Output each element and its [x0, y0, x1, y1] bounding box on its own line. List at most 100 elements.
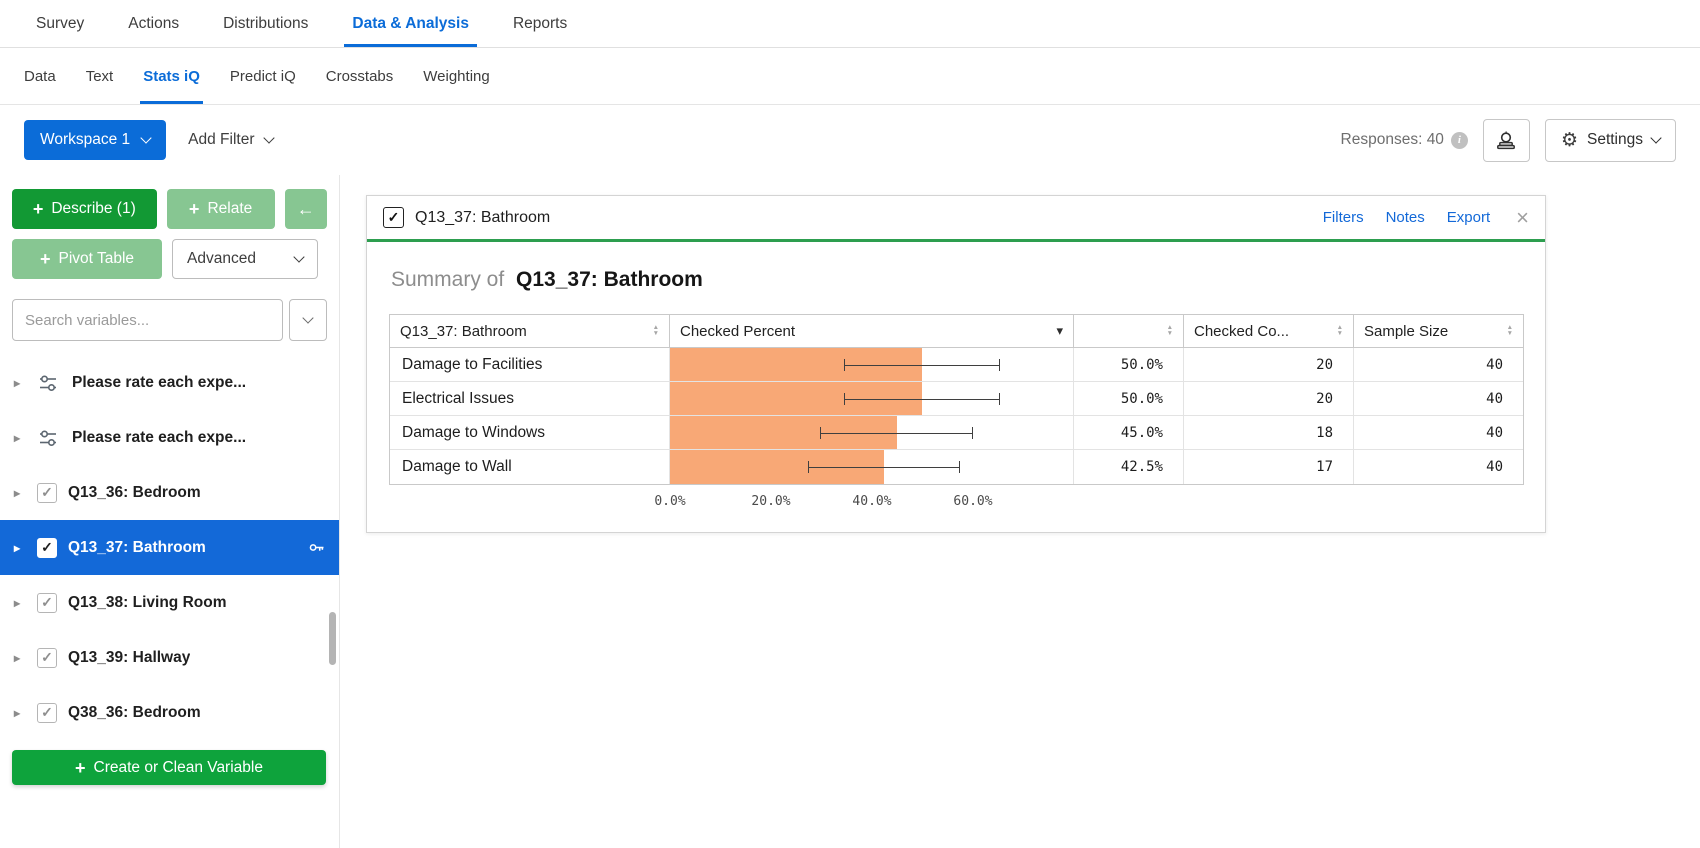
sort-icon[interactable]: ▲ ▼	[1331, 324, 1343, 337]
chevron-down-icon	[302, 312, 314, 324]
variable-item-q13-37-bathroom[interactable]: ▸ ✓ Q13_37: Bathroom	[0, 520, 339, 575]
column-header-sample-size[interactable]: Sample Size ▲ ▼	[1354, 315, 1523, 347]
variable-checkbox[interactable]: ✓	[37, 482, 57, 503]
pivot-table-button[interactable]: + Pivot Table	[12, 239, 162, 279]
top-nav-item-actions[interactable]: Actions	[128, 14, 180, 32]
sort-up-icon: ▲	[1166, 324, 1173, 331]
variable-checkbox[interactable]: ✓	[37, 647, 57, 668]
variable-checkbox[interactable]: ✓	[37, 592, 57, 613]
create-or-clean-variable-button[interactable]: + Create or Clean Variable	[12, 750, 326, 785]
expand-caret-icon[interactable]: ▸	[14, 430, 21, 445]
top-nav-item-survey[interactable]: Survey	[36, 14, 85, 32]
chevron-down-icon	[293, 251, 305, 263]
top-nav-item-reports[interactable]: Reports	[512, 14, 568, 32]
relate-label: Relate	[207, 200, 253, 217]
search-variables-input[interactable]	[12, 299, 283, 341]
sort-up-icon: ▲	[652, 324, 659, 331]
variable-item-q13-38-living-room[interactable]: ▸ ✓ Q13_38: Living Room	[0, 575, 339, 630]
collapse-arrow-button[interactable]: ←	[284, 189, 327, 229]
card-link-filters[interactable]: Filters	[1322, 209, 1364, 226]
percent-cell: 50.0%	[1074, 348, 1184, 381]
sub-nav-item-stats-iq[interactable]: Stats iQ	[128, 48, 215, 104]
variable-label: Please rate each expe...	[72, 428, 247, 446]
top-nav-item-distributions[interactable]: Distributions	[223, 14, 309, 32]
toolbar-right: Responses: 40 i ⚙ Settings	[1340, 118, 1676, 162]
close-icon[interactable]: ×	[1516, 204, 1529, 230]
column-dropdown-icon[interactable]: ▾	[1056, 323, 1063, 338]
top-nav: Survey Actions Distributions Data & Analysi…	[0, 0, 1700, 48]
table-row: Damage to Windows 45.0% 18 40	[390, 416, 1523, 450]
sub-nav-item-data[interactable]: Data	[24, 67, 56, 85]
expand-caret-icon[interactable]: ▸	[14, 485, 21, 500]
bar-cell	[670, 382, 1074, 415]
variable-checkbox[interactable]: ✓	[37, 702, 57, 723]
add-filter-button[interactable]: Add Filter	[188, 131, 275, 149]
card-body: Summary of Q13_37: Bathroom Q13_37: Bath…	[367, 242, 1545, 532]
sort-icon[interactable]: ▲ ▼	[1501, 324, 1513, 337]
analysis-card: ✓ Q13_37: Bathroom Filters Notes Export × …	[366, 195, 1546, 533]
column-header-label: Checked Percent	[680, 322, 796, 340]
expand-caret-icon[interactable]: ▸	[14, 650, 21, 665]
settings-button[interactable]: ⚙ Settings	[1544, 118, 1676, 162]
expand-caret-icon[interactable]: ▸	[14, 595, 21, 610]
expand-caret-icon[interactable]: ▸	[14, 705, 21, 720]
learning-button[interactable]	[1482, 118, 1530, 162]
category-cell: Damage to Wall	[390, 450, 670, 484]
variable-label: Q13_37: Bathroom	[68, 538, 206, 556]
top-nav-item-data-analysis[interactable]: Data & Analysis	[330, 0, 491, 47]
sort-up-icon: ▲	[1506, 324, 1513, 331]
card-link-export[interactable]: Export	[1446, 209, 1491, 226]
apple-books-icon	[1493, 127, 1519, 153]
matrix-variable-icon	[37, 426, 61, 450]
sort-icon[interactable]: ▲ ▼	[647, 324, 659, 337]
bar-cell	[670, 348, 1074, 381]
variable-item-q13-36-bedroom[interactable]: ▸ ✓ Q13_36: Bedroom	[0, 465, 339, 520]
info-icon[interactable]: i	[1450, 131, 1468, 149]
column-header-percent-value[interactable]: ▲ ▼	[1074, 315, 1184, 347]
expand-caret-icon[interactable]: ▸	[14, 375, 21, 390]
axis-tick-label: 0.0%	[654, 494, 686, 509]
percent-cell: 45.0%	[1074, 416, 1184, 449]
variable-checkbox[interactable]: ✓	[37, 537, 57, 558]
sort-up-icon: ▲	[1336, 324, 1343, 331]
plus-icon: +	[75, 757, 86, 778]
relate-button[interactable]: + Relate	[166, 189, 275, 229]
percent-cell: 50.0%	[1074, 382, 1184, 415]
sub-nav-item-weighting[interactable]: Weighting	[423, 67, 490, 85]
scrollbar-thumb[interactable]	[329, 612, 336, 665]
responses-label: Responses: 40	[1340, 131, 1444, 148]
chevron-down-icon	[140, 132, 152, 144]
variable-item-q38-36-bedroom[interactable]: ▸ ✓ Q38_36: Bedroom	[0, 685, 339, 740]
sample-size-cell: 40	[1486, 390, 1503, 407]
expand-caret-icon[interactable]: ▸	[14, 540, 21, 555]
category-cell: Electrical Issues	[390, 382, 670, 415]
describe-button[interactable]: + Describe (1)	[12, 189, 157, 229]
variable-item-please-rate-each-expe[interactable]: ▸ Please rate each expe...	[0, 355, 339, 410]
sort-down-icon: ▼	[1336, 330, 1343, 337]
variable-item-q13-39-hallway[interactable]: ▸ ✓ Q13_39: Hallway	[0, 630, 339, 685]
card-checkbox[interactable]: ✓	[383, 207, 404, 228]
variable-item-please-rate-each-expe[interactable]: ▸ Please rate each expe...	[0, 410, 339, 465]
search-options-button[interactable]	[289, 299, 327, 341]
card-link-notes[interactable]: Notes	[1385, 209, 1425, 226]
sub-nav-item-predict-iq[interactable]: Predict iQ	[229, 67, 296, 85]
toolbar: Workspace 1 Add Filter Responses: 40 i ⚙…	[0, 105, 1700, 175]
advanced-button[interactable]: Advanced	[172, 239, 318, 279]
plus-icon: +	[39, 249, 51, 269]
error-bar	[820, 426, 974, 439]
column-header-q13-37-bathroom[interactable]: Q13_37: Bathroom ▲ ▼	[390, 315, 670, 347]
workspace-button[interactable]: Workspace 1	[24, 120, 167, 160]
variable-label: Q13_39: Hallway	[68, 648, 191, 666]
sub-nav: Data Text Stats iQ Predict iQ Crosstabs Weigh…	[0, 48, 1700, 105]
chevron-down-icon	[1650, 132, 1662, 144]
sort-icon[interactable]: ▲ ▼	[1161, 324, 1173, 337]
matrix-variable-icon	[37, 371, 61, 395]
column-header-checked-co[interactable]: Checked Co... ▲ ▼	[1184, 315, 1354, 347]
gear-icon: ⚙	[1560, 128, 1578, 151]
sub-nav-item-crosstabs[interactable]: Crosstabs	[325, 67, 394, 85]
sample-size-cell: 40	[1486, 356, 1503, 373]
sub-nav-item-text[interactable]: Text	[85, 67, 114, 85]
sample-size-cell: 40	[1486, 459, 1503, 475]
content-area: + Describe (1) + Relate ← + Pivot Table …	[0, 175, 1700, 848]
column-header-checked-percent[interactable]: Checked Percent ▾	[670, 315, 1074, 347]
